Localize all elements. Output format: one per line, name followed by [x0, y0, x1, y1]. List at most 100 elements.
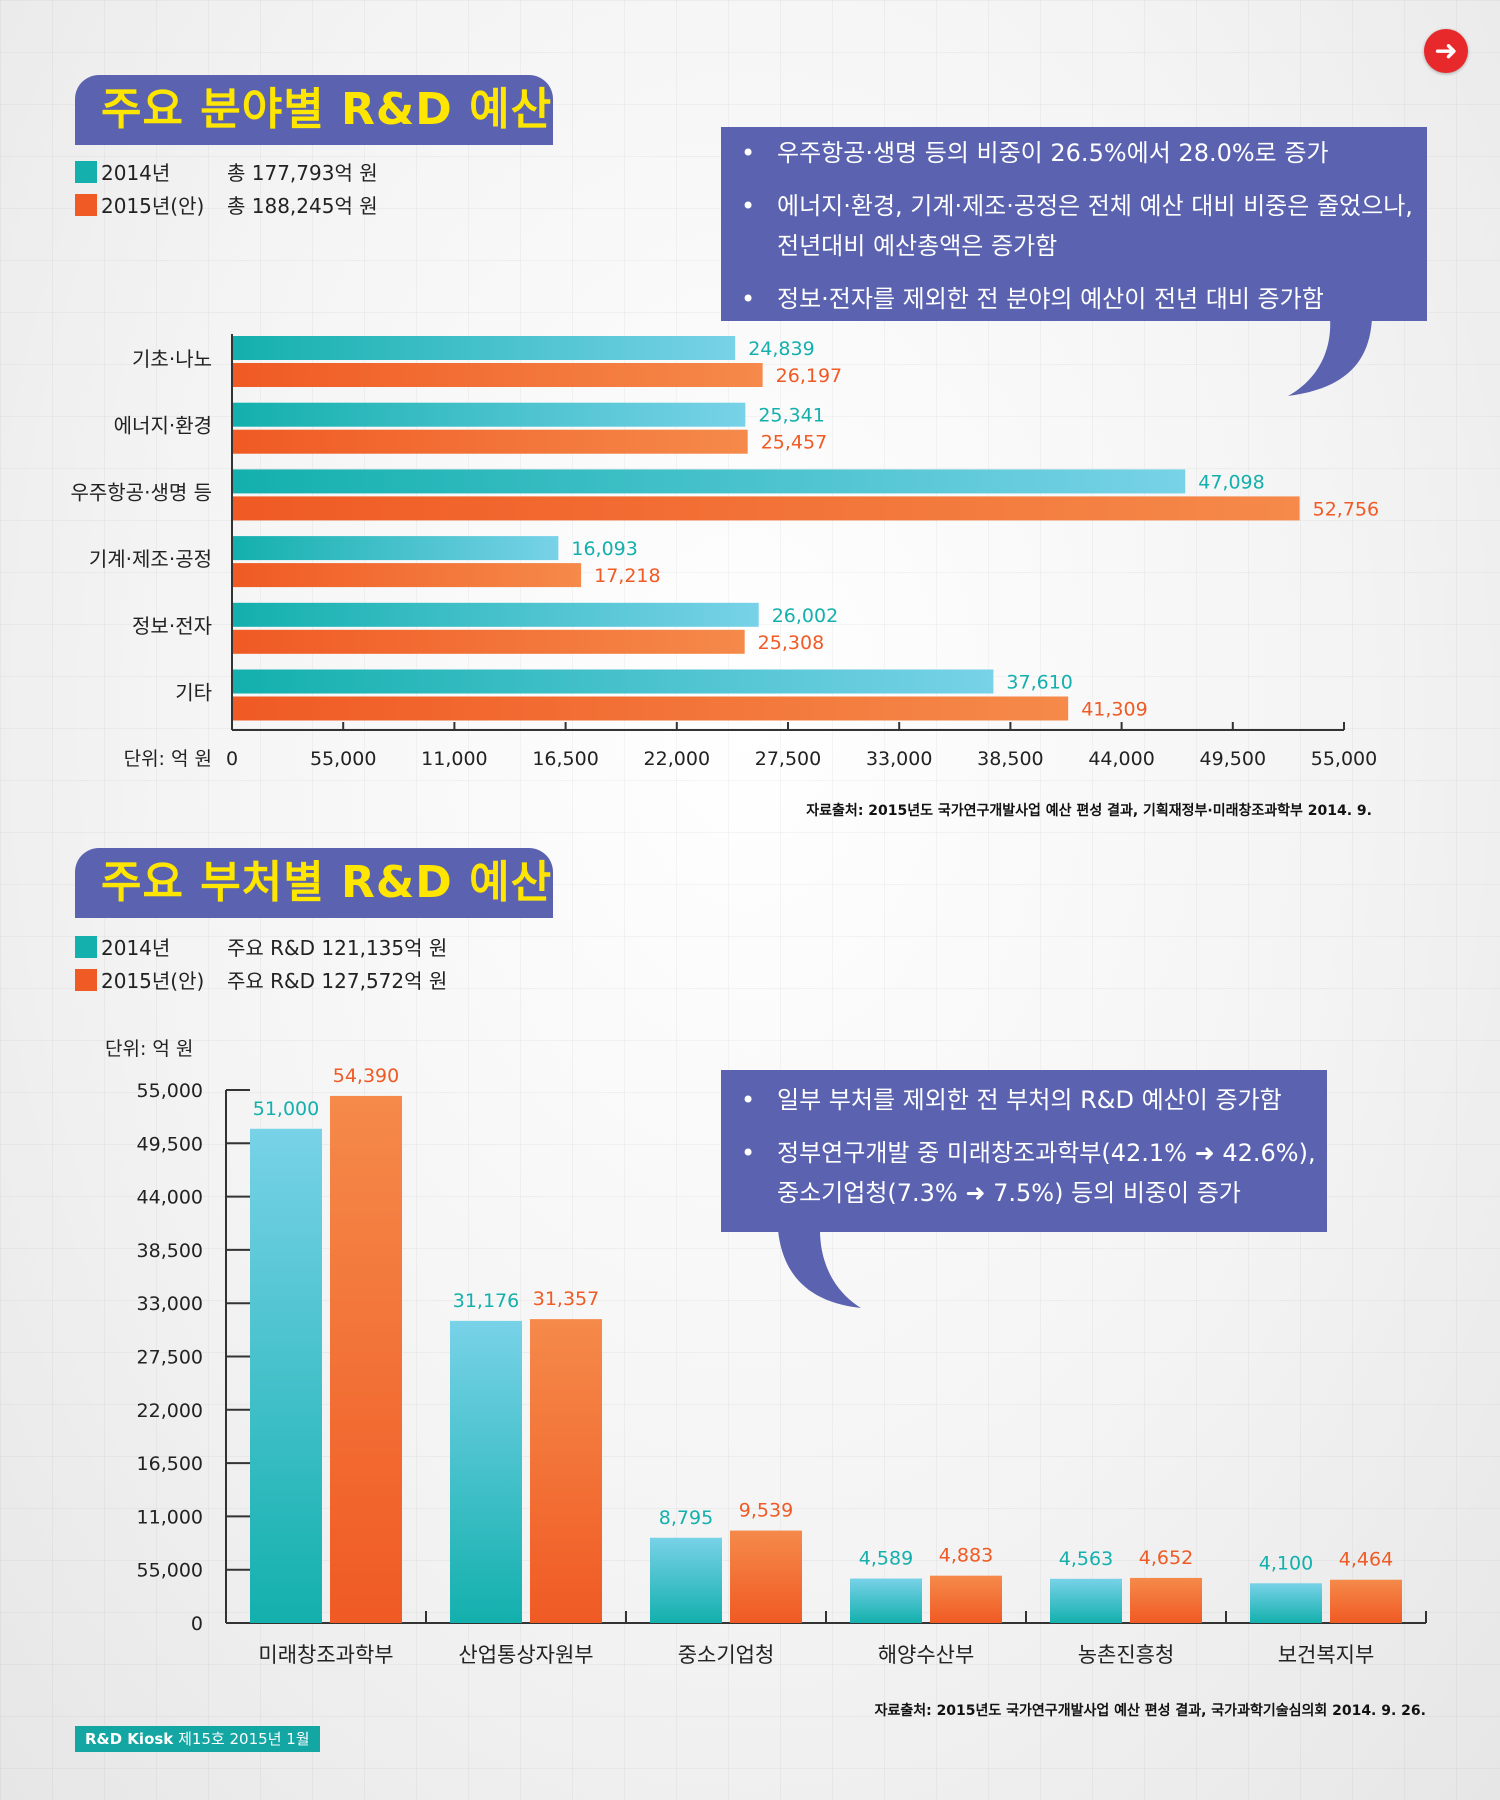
footer-badge: R&D Kiosk 제15호 2015년 1월	[75, 1726, 320, 1752]
bar-2014	[850, 1578, 922, 1623]
data-label: 51,000	[253, 1098, 319, 1120]
legend-year: 2015년(안)	[101, 194, 205, 218]
bar-2015	[530, 1319, 602, 1623]
legend-year: 2014년	[101, 161, 171, 185]
unit-label: 단위: 억 원	[124, 748, 212, 770]
y-tick-label: 49,500	[137, 1133, 203, 1155]
data-label: 8,795	[659, 1507, 713, 1529]
y-tick-label: 11,000	[137, 1506, 203, 1528]
y-tick-label: 33,000	[137, 1293, 203, 1315]
bar-2014	[233, 669, 994, 694]
arrow-right-icon: ➜	[1434, 34, 1458, 67]
section2-callout: 일부 부처를 제외한 전 부처의 R&D 예산이 증가함 정부연구개발 중 미래…	[721, 1070, 1327, 1232]
x-tick-label: 55,000	[1311, 748, 1377, 770]
bar-2015	[1330, 1579, 1402, 1623]
x-tick-label: 27,500	[755, 748, 821, 770]
section2-title: 주요 부처별 R&D 예산	[75, 848, 553, 918]
next-page-button[interactable]: ➜	[1424, 29, 1468, 73]
legend-total: 주요 R&D 127,572억 원	[227, 969, 448, 993]
bar-2014	[250, 1128, 322, 1623]
legend-year: 2014년	[101, 936, 171, 960]
data-label: 54,390	[333, 1065, 399, 1087]
section1-callout-tail	[1288, 318, 1372, 396]
section1-callout: 우주항공·생명 등의 비중이 26.5%에서 28.0%로 증가 에너지·환경,…	[721, 127, 1427, 321]
category-label: 우주항공·생명 등	[70, 480, 212, 504]
y-tick-label: 55,000	[137, 1560, 203, 1582]
y-tick-label: 44,000	[137, 1187, 203, 1209]
legend-total: 총 188,245억 원	[227, 194, 378, 218]
bar-2014	[233, 336, 736, 360]
footer-issue: 제15호 2015년 1월	[178, 1730, 310, 1748]
data-label: 47,098	[1198, 471, 1264, 493]
bar-2014	[1250, 1583, 1322, 1623]
data-label: 4,563	[1059, 1548, 1113, 1570]
x-tick-label: 33,000	[866, 748, 932, 770]
data-label: 41,309	[1081, 699, 1147, 721]
data-label: 4,589	[859, 1548, 913, 1570]
bar-2015	[233, 696, 1069, 721]
bar-2014	[450, 1320, 522, 1623]
data-label: 4,652	[1139, 1547, 1193, 1569]
legend-item-2015: 2015년(안) 주요 R&D 127,572억 원	[75, 963, 447, 996]
category-label: 기타	[175, 681, 212, 705]
x-tick-label: 55,000	[310, 748, 376, 770]
category-label: 기계·제조·공정	[89, 547, 212, 571]
data-label: 31,357	[533, 1288, 599, 1310]
x-tick-label: 44,000	[1088, 748, 1154, 770]
category-label: 농촌진흥청	[1078, 1643, 1175, 1667]
callout-bullet: 정부연구개발 중 미래창조과학부(42.1% ➜ 42.6%),중소기업청(7.…	[721, 1133, 1327, 1213]
callout-bullet: 우주항공·생명 등의 비중이 26.5%에서 28.0%로 증가	[721, 133, 1427, 173]
category-label: 해양수산부	[878, 1643, 975, 1667]
vertical-bar-chart: 단위: 억 원 0 55,000 11,000 16,500 22,000 27,500 33…	[105, 1038, 1427, 1667]
horizontal-bar-chart: 기초·나노 24,839 26,197 에너지·환경 25,341 25,457 우주항공·…	[70, 334, 1379, 770]
callout-bullet: 에너지·환경, 기계·제조·공정은 전체 예산 대비 비중은 줄었으나,전년대비…	[721, 186, 1427, 266]
legend-swatch-orange	[75, 968, 97, 991]
y-tick-label: 0	[191, 1613, 203, 1635]
section2-callout-tail	[778, 1230, 861, 1308]
y-tick-label: 38,500	[137, 1240, 203, 1262]
bar-2015	[730, 1530, 802, 1623]
x-tick-label: 22,000	[644, 748, 710, 770]
bar-2014	[233, 402, 746, 427]
y-tick-label: 22,000	[137, 1400, 203, 1422]
legend-total: 총 177,793억 원	[227, 161, 378, 185]
data-label: 31,176	[453, 1290, 519, 1312]
x-tick-label: 49,500	[1200, 748, 1266, 770]
bar-2014	[233, 536, 559, 561]
bar-2015	[930, 1575, 1002, 1623]
category-label: 중소기업청	[678, 1643, 775, 1667]
bar-2015	[233, 496, 1300, 521]
bar-2014	[1050, 1578, 1122, 1623]
y-tick-label: 55,000	[137, 1080, 203, 1102]
callout-bullet: 일부 부처를 제외한 전 부처의 R&D 예산이 증가함	[721, 1080, 1327, 1120]
legend-item-2014: 2014년 주요 R&D 121,135억 원	[75, 930, 447, 963]
legend-swatch-teal	[75, 160, 97, 183]
data-label: 16,093	[571, 538, 637, 560]
unit-label: 단위: 억 원	[105, 1038, 193, 1060]
x-tick-label: 11,000	[421, 748, 487, 770]
data-label: 9,539	[739, 1500, 793, 1522]
bar-2014	[233, 602, 759, 627]
legend-total: 주요 R&D 121,135억 원	[227, 936, 448, 960]
data-label: 37,610	[1006, 672, 1072, 694]
legend-swatch-teal	[75, 935, 97, 958]
data-label: 4,883	[939, 1545, 993, 1567]
callout-bullet: 정보·전자를 제외한 전 분야의 예산이 전년 대비 증가함	[721, 279, 1427, 319]
bar-2015	[233, 363, 763, 387]
bar-2014	[650, 1537, 722, 1623]
data-label: 25,457	[761, 432, 827, 454]
bar-2015	[233, 629, 745, 654]
y-tick-label: 16,500	[137, 1453, 203, 1475]
category-label: 보건복지부	[1278, 1643, 1375, 1667]
section1-source: 자료출처: 2015년도 국가연구개발사업 예산 편성 결과, 기획재정부·미래…	[806, 803, 1372, 819]
x-tick-label: 0	[226, 748, 238, 770]
data-label: 25,341	[758, 405, 824, 427]
data-label: 25,308	[758, 632, 824, 654]
section1-legend: 2014년 총 177,793억 원 2015년(안) 총 188,245억 원	[75, 155, 378, 221]
data-label: 52,756	[1313, 498, 1379, 520]
legend-item-2015: 2015년(안) 총 188,245억 원	[75, 188, 378, 221]
y-tick-label: 27,500	[137, 1347, 203, 1369]
x-tick-label: 38,500	[977, 748, 1043, 770]
bar-2015	[1130, 1577, 1202, 1623]
bar-2015	[233, 429, 748, 454]
